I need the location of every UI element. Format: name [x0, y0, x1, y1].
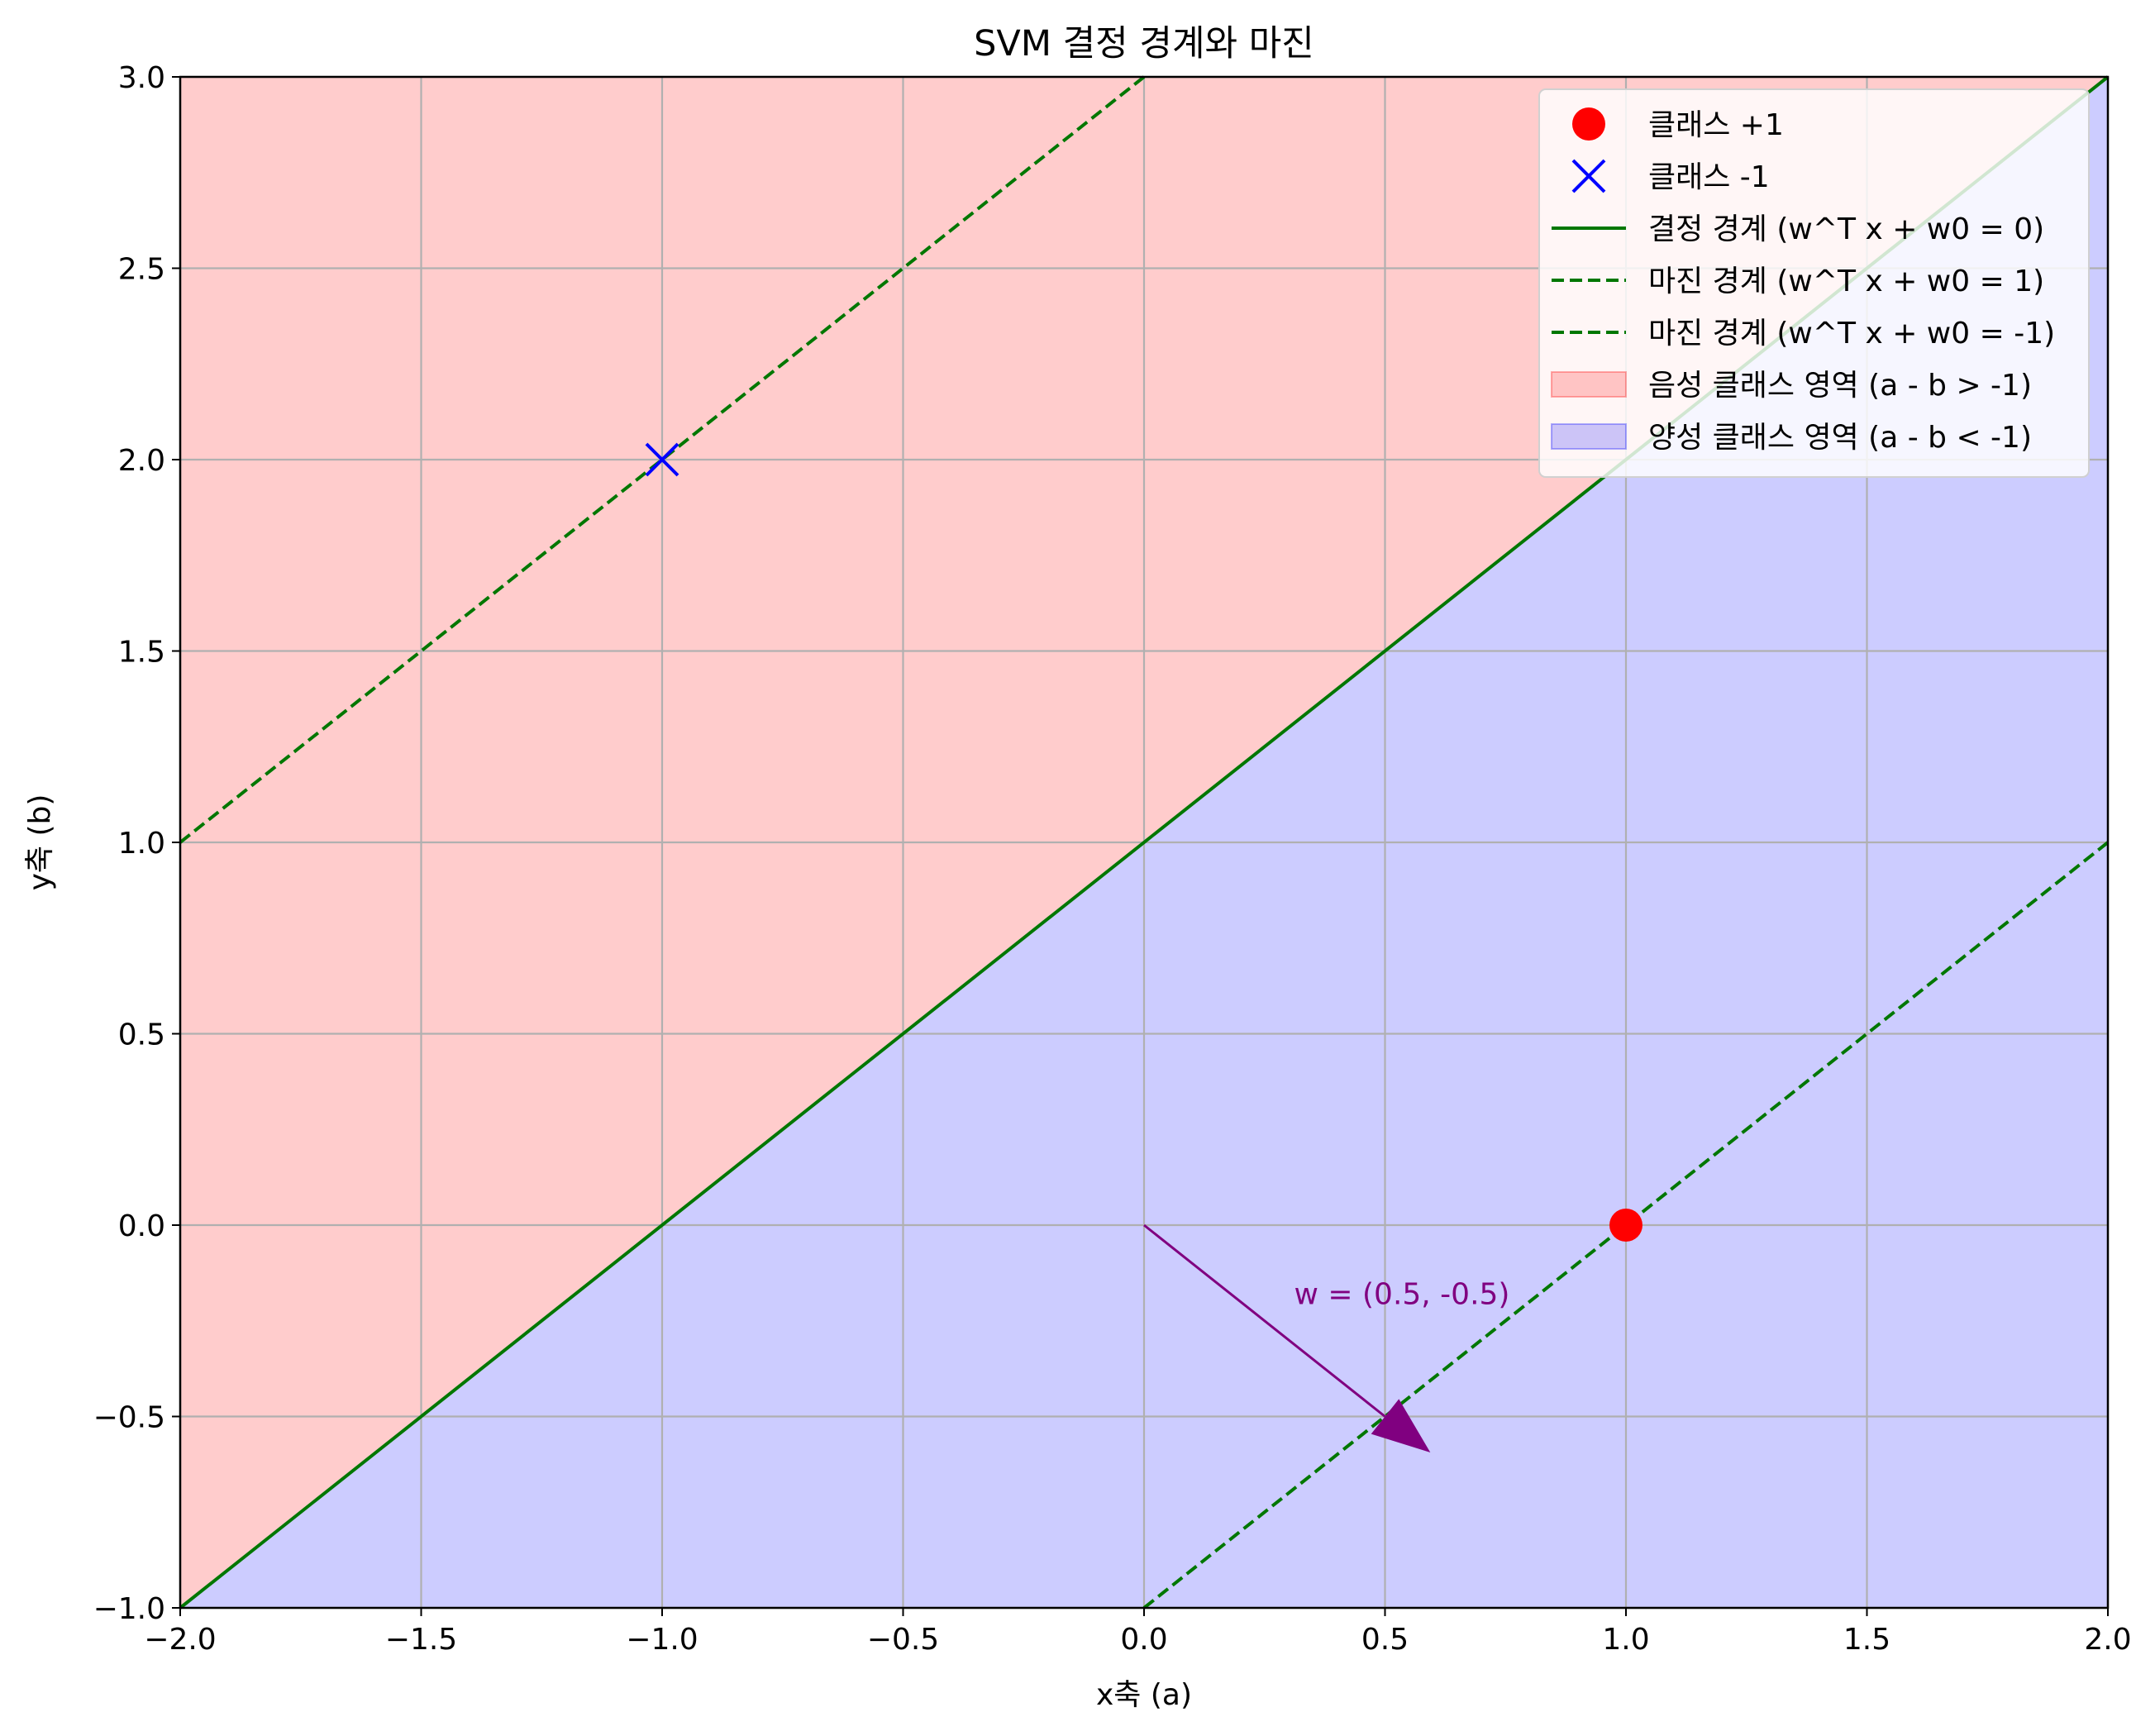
y-tick-label: 1.5 [118, 636, 165, 670]
weight-vector-label: w = (0.5, -0.5) [1294, 1277, 1510, 1311]
legend-label: 마진 경계 (w^T x + w0 = -1) [1648, 317, 2055, 351]
y-tick-label: 2.0 [118, 444, 165, 478]
x-tick-label: 1.0 [1602, 1623, 1649, 1657]
class-plus-one-point [1609, 1209, 1642, 1242]
legend-item: 결정 경계 (w^T x + w0 = 0) [1552, 212, 2044, 246]
class-minus-one-point [645, 442, 679, 477]
legend-item: 클래스 -1 [1571, 159, 1770, 194]
legend-item: 양성 클래스 영역 (a - b < -1) [1551, 421, 2032, 455]
legend-circle-marker [1572, 107, 1605, 141]
legend-box [1538, 88, 2090, 478]
legend-label: 클래스 -1 [1648, 160, 1770, 194]
legend-label: 마진 경계 (w^T x + w0 = 1) [1648, 265, 2044, 298]
legend-label: 음성 클래스 영역 (a - b > -1) [1648, 369, 2032, 403]
legend: 클래스 +1 클래스 -1 결정 경계 (w^T x + w0 = 0) 마진 경계 … [1538, 88, 2090, 478]
x-tick-label: 1.5 [1843, 1623, 1890, 1657]
x-tick-label: 2.0 [2084, 1623, 2131, 1657]
x-tick-label: −1.5 [385, 1623, 457, 1657]
y-tick-label: 3.0 [118, 61, 165, 95]
legend-label: 클래스 +1 [1648, 108, 1784, 142]
legend-label: 양성 클래스 영역 (a - b < -1) [1648, 421, 2032, 455]
chart-title: SVM 결정 경계와 마진 [974, 23, 1314, 64]
x-tick-label: −2.0 [144, 1623, 216, 1657]
y-tick-label: −1.0 [93, 1592, 165, 1626]
y-axis-title: y축 (b) [23, 794, 57, 891]
legend-item: 음성 클래스 영역 (a - b > -1) [1551, 369, 2032, 403]
legend-x-marker [1571, 159, 1606, 193]
y-tick-label: 2.5 [118, 253, 165, 287]
legend-item: 마진 경계 (w^T x + w0 = 1) [1552, 265, 2044, 298]
legend-region-patch [1551, 423, 1627, 450]
y-tick-label: −0.5 [93, 1401, 165, 1435]
weight-vector-line [1143, 1223, 1386, 1418]
x-tick-label: −0.5 [867, 1623, 939, 1657]
x-tick-label: 0.0 [1120, 1623, 1167, 1657]
margin-boundary-line [1142, 841, 2110, 1610]
legend-item: 마진 경계 (w^T x + w0 = -1) [1552, 317, 2055, 351]
x-axis-title: x축 (a) [1096, 1678, 1192, 1712]
x-tick-label: 0.5 [1361, 1623, 1409, 1657]
margin-boundary-line [179, 75, 1146, 844]
y-tick-label: 0.5 [118, 1018, 165, 1052]
x-marker-stroke [645, 442, 679, 477]
y-tick-label: 0.0 [118, 1209, 165, 1243]
x-tick-label: −1.0 [626, 1623, 698, 1657]
legend-region-patch [1551, 371, 1627, 398]
y-tick-label: 1.0 [118, 827, 165, 861]
legend-label: 결정 경계 (w^T x + w0 = 0) [1648, 212, 2044, 246]
weight-vector-arrowhead [1371, 1399, 1431, 1453]
legend-item: 클래스 +1 [1572, 107, 1784, 142]
